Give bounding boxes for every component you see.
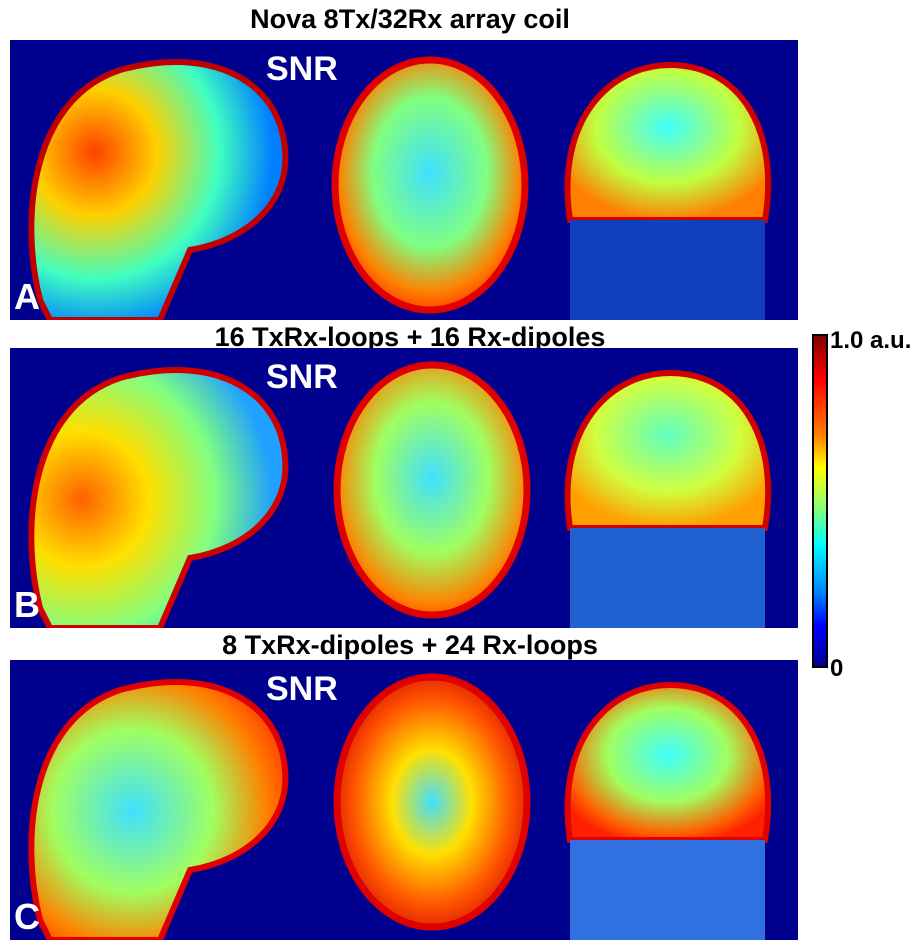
sagittal-slice xyxy=(28,367,289,628)
panel-b-title: 16 TxRx-loops + 16 Rx-dipoles xyxy=(214,322,606,352)
axial-slice xyxy=(333,673,531,931)
snr-label: SNR xyxy=(266,670,338,708)
sagittal-slice xyxy=(28,679,289,940)
panel-letter: B xyxy=(14,584,40,625)
snr-label: SNR xyxy=(266,358,338,396)
panel-letter: C xyxy=(14,896,40,937)
panel-b-image: SNR B xyxy=(10,348,798,628)
colorbar xyxy=(812,334,828,668)
sagittal-slice xyxy=(28,59,289,320)
panel-c-title: 8 TxRx-dipoles + 24 Rx-loops xyxy=(222,630,598,660)
panel-letter: A xyxy=(14,276,40,317)
coronal-slice xyxy=(564,681,772,843)
panel-a-title: Nova 8Tx/32Rx array coil xyxy=(250,4,570,34)
axial-slice xyxy=(331,56,529,314)
panel-a-image: SNR A xyxy=(10,40,798,320)
coronal-slice xyxy=(564,61,772,223)
coronal-slice xyxy=(564,369,772,531)
axial-slice xyxy=(333,361,531,619)
panel-c-image: SNR C xyxy=(10,660,798,940)
snr-label: SNR xyxy=(266,50,338,88)
colorbar-max-label: 1.0 a.u. xyxy=(830,327,912,354)
colorbar-min-label: 0 xyxy=(830,655,844,682)
